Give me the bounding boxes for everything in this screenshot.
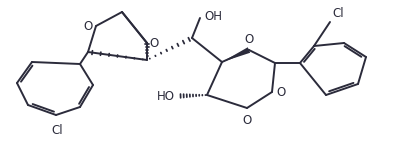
Text: O: O [276,85,285,99]
Text: HO: HO [157,89,175,103]
Text: OH: OH [204,10,222,22]
Text: Cl: Cl [51,124,63,137]
Text: Cl: Cl [332,7,344,20]
Text: O: O [244,33,254,46]
Text: O: O [149,36,158,49]
Polygon shape [222,47,250,62]
Text: O: O [84,20,93,32]
Text: O: O [243,114,252,127]
